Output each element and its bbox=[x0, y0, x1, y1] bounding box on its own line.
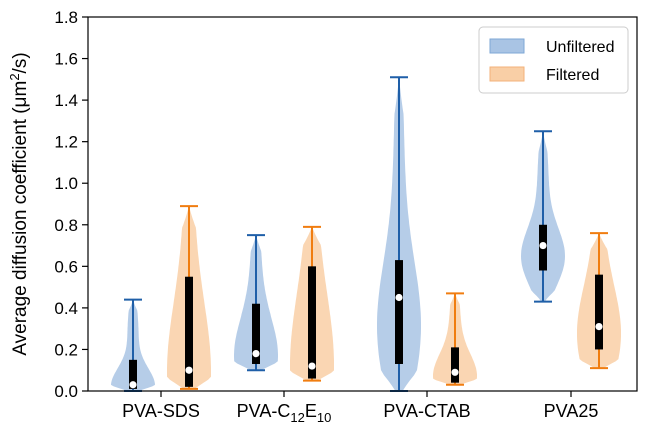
x-tick-label: PVA-C12E10 bbox=[237, 401, 332, 423]
median-marker bbox=[595, 322, 603, 331]
iqr-box bbox=[129, 359, 137, 389]
median-marker bbox=[129, 381, 137, 389]
median-marker bbox=[395, 293, 403, 302]
plot-frame bbox=[87, 16, 638, 392]
median-marker bbox=[252, 350, 260, 358]
iqr-box bbox=[308, 266, 316, 379]
y-tick-label: 0.6 bbox=[54, 257, 78, 276]
x-tick-label: PVA25 bbox=[544, 401, 599, 421]
y-axis: 0.0 0.2 0.4 0.6 0.8 1.0 1.2 1.4 1.6 1.8 bbox=[54, 8, 88, 401]
iqr-box bbox=[451, 347, 459, 383]
y-tick-label: 0.4 bbox=[54, 299, 78, 318]
y-tick-label: 1.2 bbox=[54, 133, 78, 152]
x-tick-label: PVA-CTAB bbox=[383, 401, 470, 421]
legend-label-unfiltered: Unfiltered bbox=[546, 39, 614, 56]
x-tick-label: PVA-SDS bbox=[122, 401, 200, 421]
median-marker bbox=[185, 366, 193, 374]
y-tick-label: 1.0 bbox=[54, 174, 78, 193]
legend-label-filtered: Filtered bbox=[546, 67, 599, 84]
y-tick-label: 1.4 bbox=[54, 91, 78, 110]
iqr-box bbox=[595, 274, 603, 350]
iqr-box bbox=[185, 276, 193, 387]
median-marker bbox=[308, 362, 316, 370]
legend-swatch-unfiltered bbox=[489, 38, 525, 54]
boxes-layer bbox=[124, 76, 608, 392]
median-marker bbox=[539, 241, 547, 250]
iqr-box bbox=[252, 303, 260, 364]
x-axis: PVA-SDS PVA-C12E10 PVA-CTAB PVA25 bbox=[122, 391, 598, 423]
legend-swatch-filtered bbox=[489, 66, 525, 82]
y-tick-label: 0.2 bbox=[54, 340, 78, 359]
y-axis-label: Average diffusion coefficient (μm2/s) bbox=[7, 52, 31, 355]
median-marker bbox=[451, 368, 459, 376]
legend: Unfiltered Filtered bbox=[478, 26, 629, 94]
y-tick-label: 0.8 bbox=[54, 216, 78, 235]
y-tick-label: 0.0 bbox=[54, 382, 78, 401]
iqr-box bbox=[395, 260, 403, 364]
y-tick-label: 1.6 bbox=[54, 50, 78, 69]
y-tick-label: 1.8 bbox=[54, 8, 78, 27]
